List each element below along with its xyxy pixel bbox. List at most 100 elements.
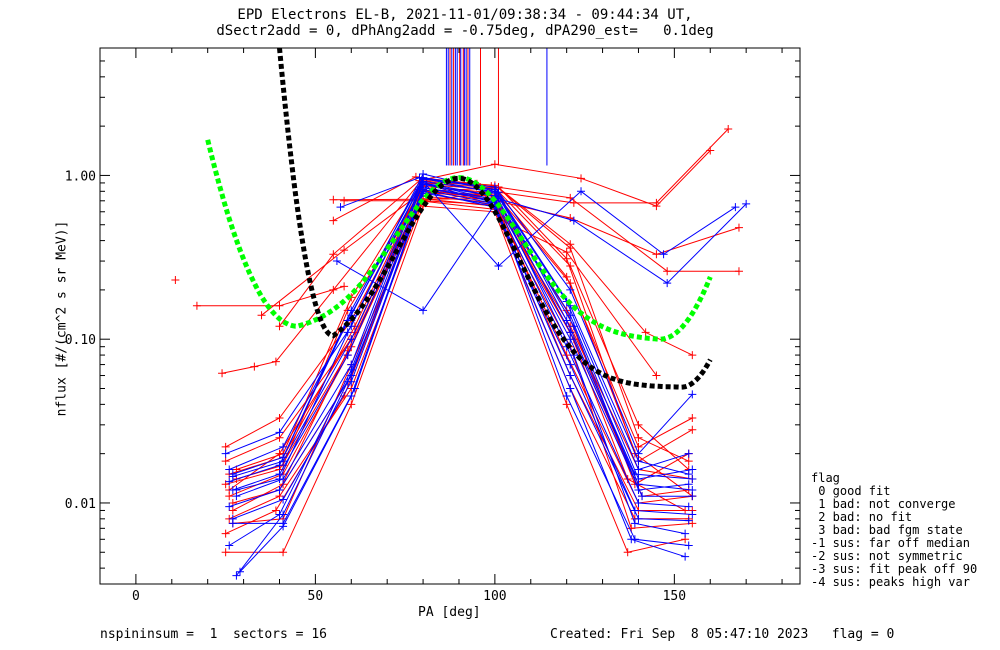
data-point-marker bbox=[688, 475, 697, 484]
series-line bbox=[232, 188, 693, 520]
legend-item: 3 bad: bad fgm state bbox=[811, 523, 963, 537]
y-tick-label: 1.00 bbox=[65, 169, 96, 184]
data-point-marker bbox=[634, 449, 643, 458]
data-point-marker bbox=[641, 328, 650, 337]
data-point-marker bbox=[228, 519, 237, 528]
data-point-marker bbox=[623, 548, 632, 557]
series-line bbox=[261, 187, 693, 356]
data-point-marker bbox=[630, 519, 639, 528]
series-line bbox=[232, 198, 693, 529]
plot-frame bbox=[99, 47, 801, 585]
data-point-marker bbox=[681, 529, 690, 538]
data-point-marker bbox=[275, 485, 284, 494]
data-point-marker bbox=[275, 461, 284, 470]
data-point-marker bbox=[562, 254, 571, 263]
data-point-marker bbox=[566, 371, 575, 380]
data-point-marker bbox=[638, 492, 647, 501]
data-point-marker bbox=[634, 514, 643, 523]
data-point-marker bbox=[659, 250, 668, 259]
data-point-marker bbox=[681, 506, 690, 515]
y-tick-label: 0.01 bbox=[65, 497, 96, 512]
data-point-marker bbox=[221, 457, 230, 466]
data-point-marker bbox=[742, 199, 751, 208]
data-point-marker bbox=[566, 285, 575, 294]
data-point-marker bbox=[329, 285, 338, 294]
series-line bbox=[225, 192, 693, 485]
data-point-marker bbox=[347, 335, 356, 344]
data-point-marker bbox=[634, 498, 643, 507]
data-point-marker bbox=[688, 351, 697, 360]
data-point-marker bbox=[684, 449, 693, 458]
series-line bbox=[340, 177, 736, 267]
fit-curve bbox=[277, 47, 713, 390]
series-line bbox=[225, 205, 686, 553]
data-point-marker bbox=[218, 369, 227, 378]
x-tick-label: 0 bbox=[132, 589, 140, 604]
data-point-marker bbox=[566, 360, 575, 369]
series-line bbox=[229, 173, 689, 471]
data-point-marker bbox=[279, 442, 288, 451]
data-point-marker bbox=[279, 495, 288, 504]
data-point-marker bbox=[688, 485, 697, 494]
data-point-marker bbox=[221, 442, 230, 451]
data-point-marker bbox=[566, 384, 575, 393]
data-point-marker bbox=[734, 267, 743, 276]
fit-curve bbox=[205, 139, 713, 342]
legend-item: 2 bad: no fit bbox=[811, 510, 913, 524]
data-point-marker bbox=[634, 433, 643, 442]
data-point-marker bbox=[684, 480, 693, 489]
data-point-marker bbox=[490, 160, 499, 169]
legend-item: 1 bad: not converge bbox=[811, 497, 956, 511]
data-point-marker bbox=[684, 516, 693, 525]
data-point-marker bbox=[340, 282, 349, 291]
data-point-marker bbox=[225, 477, 234, 486]
data-point-marker bbox=[275, 510, 284, 519]
data-point-marker bbox=[688, 510, 697, 519]
data-point-marker bbox=[634, 465, 643, 474]
data-point-marker bbox=[225, 465, 234, 474]
chart-title-line1: EPD Electrons EL-B, 2021-11-01/09:38:34 … bbox=[237, 7, 693, 23]
data-point-marker bbox=[566, 240, 575, 249]
data-point-marker bbox=[566, 328, 575, 337]
data-point-marker bbox=[634, 457, 643, 466]
legend-item: -3 sus: fit peak off 90 bbox=[811, 562, 978, 576]
x-tick-label: 150 bbox=[663, 589, 686, 604]
vertical-line-group bbox=[445, 48, 548, 166]
data-point-marker bbox=[562, 316, 571, 325]
data-point-marker bbox=[734, 223, 743, 232]
data-point-marker bbox=[577, 187, 586, 196]
data-point-marker bbox=[225, 502, 234, 511]
data-point-marker bbox=[684, 457, 693, 466]
series-line bbox=[236, 183, 689, 576]
data-point-marker bbox=[336, 203, 345, 212]
series-line bbox=[279, 150, 711, 327]
data-point-marker bbox=[347, 322, 356, 331]
data-point-marker bbox=[684, 470, 693, 479]
series-line bbox=[344, 128, 729, 204]
data-point-marker bbox=[411, 172, 420, 181]
series-line bbox=[228, 182, 686, 546]
data-point-marker bbox=[275, 301, 284, 310]
data-point-marker bbox=[232, 571, 241, 580]
data-point-marker bbox=[494, 188, 503, 197]
data-point-marker bbox=[688, 465, 697, 474]
data-point-marker bbox=[562, 400, 571, 409]
data-point-marker bbox=[634, 420, 643, 429]
data-point-marker bbox=[228, 506, 237, 515]
data-point-marker bbox=[332, 257, 341, 266]
data-point-marker bbox=[329, 250, 338, 259]
data-point-marker bbox=[684, 502, 693, 511]
data-point-marker bbox=[688, 390, 697, 399]
series-line bbox=[229, 180, 693, 483]
data-point-marker bbox=[232, 485, 241, 494]
x-axis-label: PA [deg] bbox=[418, 605, 481, 620]
data-point-marker bbox=[221, 529, 230, 538]
data-point-marker bbox=[663, 267, 672, 276]
data-point-marker bbox=[494, 261, 503, 270]
data-point-marker bbox=[577, 174, 586, 183]
legend-item: -1 sus: far off median bbox=[811, 536, 970, 550]
series-line bbox=[196, 285, 345, 307]
legend-item: -2 sus: not symmetric bbox=[811, 549, 963, 563]
data-point-marker bbox=[569, 216, 578, 225]
